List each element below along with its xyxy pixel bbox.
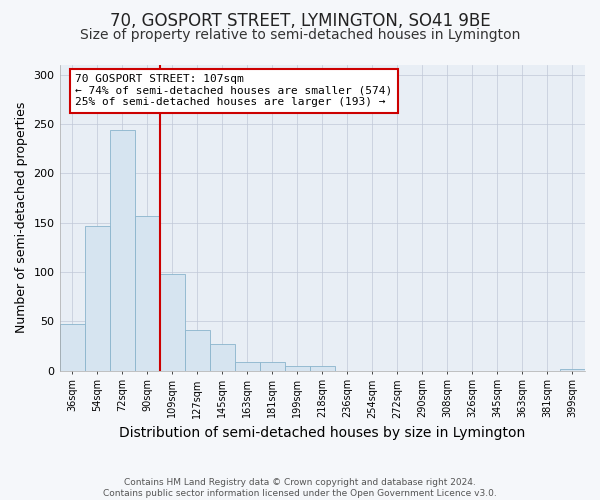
Text: Contains HM Land Registry data © Crown copyright and database right 2024.
Contai: Contains HM Land Registry data © Crown c…: [103, 478, 497, 498]
Bar: [110, 130, 134, 370]
Y-axis label: Number of semi-detached properties: Number of semi-detached properties: [15, 102, 28, 334]
Text: Size of property relative to semi-detached houses in Lymington: Size of property relative to semi-detach…: [80, 28, 520, 42]
Text: 70, GOSPORT STREET, LYMINGTON, SO41 9BE: 70, GOSPORT STREET, LYMINGTON, SO41 9BE: [110, 12, 490, 30]
Bar: [209, 344, 235, 370]
Bar: [160, 274, 185, 370]
Bar: [185, 330, 209, 370]
Bar: [134, 216, 160, 370]
Bar: [235, 362, 260, 370]
Bar: [85, 226, 110, 370]
Text: 70 GOSPORT STREET: 107sqm
← 74% of semi-detached houses are smaller (574)
25% of: 70 GOSPORT STREET: 107sqm ← 74% of semi-…: [76, 74, 392, 108]
Bar: [560, 368, 585, 370]
Bar: [285, 366, 310, 370]
Bar: [59, 324, 85, 370]
X-axis label: Distribution of semi-detached houses by size in Lymington: Distribution of semi-detached houses by …: [119, 426, 526, 440]
Bar: [310, 366, 335, 370]
Bar: [260, 362, 285, 370]
